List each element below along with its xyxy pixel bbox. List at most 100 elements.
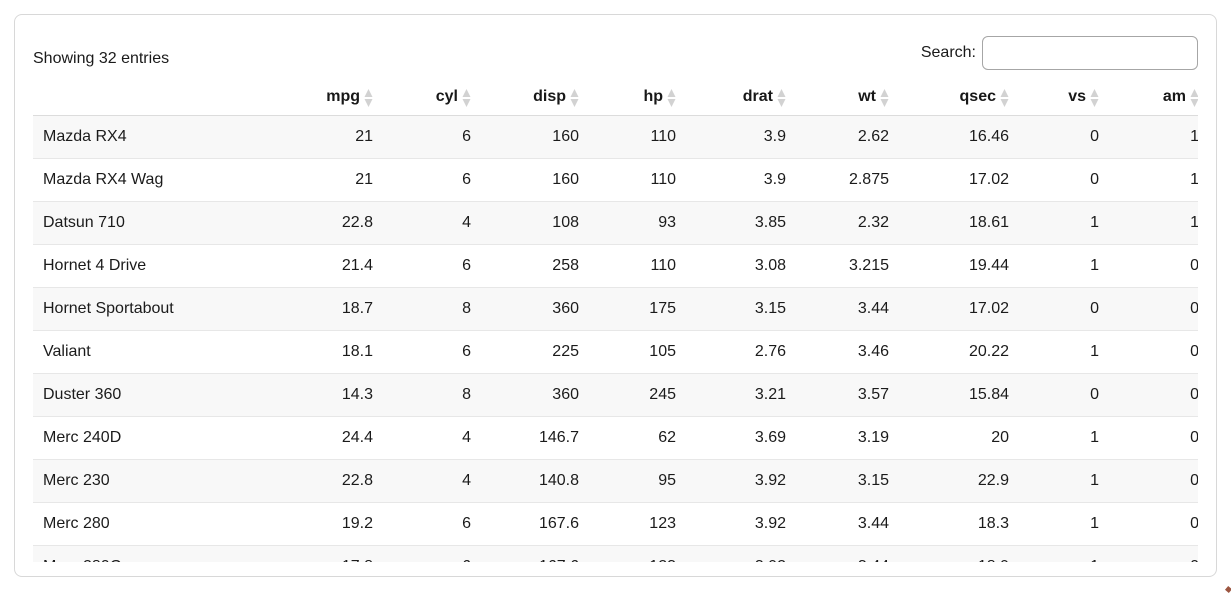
cell-value: 167.6 <box>481 545 589 562</box>
row-name: Mazda RX4 Wag <box>33 158 273 202</box>
table-card: Showing 32 entries Search: mpg cyl <box>14 14 1217 577</box>
table-toolbar: Showing 32 entries Search: <box>33 33 1198 73</box>
table-row: Hornet Sportabout 18.7 8 360 175 3.15 3.44 17.… <box>33 287 1198 331</box>
cell-value: 8 <box>383 373 481 417</box>
cell-value: 14.3 <box>273 373 383 417</box>
column-header-qsec[interactable]: qsec <box>899 73 1019 116</box>
cell-value: 20.22 <box>899 330 1019 374</box>
cell-value: 0 <box>1019 115 1109 159</box>
cell-value: 3.08 <box>686 244 796 288</box>
column-header-rowname[interactable] <box>33 73 273 116</box>
cell-value: 1 <box>1109 158 1198 202</box>
cell-value: 3.44 <box>796 545 899 562</box>
cell-value: 22.8 <box>273 201 383 245</box>
column-header-am[interactable]: am <box>1109 73 1198 116</box>
cell-value: 360 <box>481 287 589 331</box>
cell-value: 146.7 <box>481 416 589 460</box>
cell-value: 123 <box>589 502 686 546</box>
column-header-disp[interactable]: disp <box>481 73 589 116</box>
cell-value: 21 <box>273 158 383 202</box>
cell-value: 0 <box>1019 373 1109 417</box>
row-name: Datsun 710 <box>33 201 273 245</box>
cell-value: 0 <box>1109 244 1198 288</box>
cell-value: 258 <box>481 244 589 288</box>
cell-value: 93 <box>589 201 686 245</box>
cell-value: 16.46 <box>899 115 1019 159</box>
cell-value: 1 <box>1019 545 1109 562</box>
row-name: Merc 240D <box>33 416 273 460</box>
cell-value: 0 <box>1109 545 1198 562</box>
cell-value: 0 <box>1109 459 1198 503</box>
sort-unsorted-icon <box>667 89 676 107</box>
sort-unsorted-icon <box>1090 89 1099 107</box>
sort-unsorted-icon <box>462 89 471 107</box>
cell-value: 3.92 <box>686 502 796 546</box>
cell-value: 18.1 <box>273 330 383 374</box>
cell-value: 1 <box>1019 330 1109 374</box>
column-label: drat <box>742 88 773 105</box>
cell-value: 175 <box>589 287 686 331</box>
cell-value: 0 <box>1109 502 1198 546</box>
sort-unsorted-icon <box>1190 89 1198 107</box>
cell-value: 3.92 <box>686 545 796 562</box>
cell-value: 1 <box>1019 244 1109 288</box>
column-label: am <box>1162 88 1186 105</box>
row-name: Merc 230 <box>33 459 273 503</box>
cell-value: 3.9 <box>686 115 796 159</box>
cell-value: 18.9 <box>899 545 1019 562</box>
cell-value: 3.19 <box>796 416 899 460</box>
cell-value: 21.4 <box>273 244 383 288</box>
cell-value: 17.02 <box>899 287 1019 331</box>
column-header-hp[interactable]: hp <box>589 73 686 116</box>
cell-value: 167.6 <box>481 502 589 546</box>
row-name: Hornet 4 Drive <box>33 244 273 288</box>
cell-value: 1 <box>1019 416 1109 460</box>
column-header-wt[interactable]: wt <box>796 73 899 116</box>
cell-value: 6 <box>383 545 481 562</box>
cell-value: 95 <box>589 459 686 503</box>
cell-value: 19.44 <box>899 244 1019 288</box>
column-header-mpg[interactable]: mpg <box>273 73 383 116</box>
cell-value: 6 <box>383 158 481 202</box>
cell-value: 3.21 <box>686 373 796 417</box>
cell-value: 0 <box>1109 416 1198 460</box>
cell-value: 0 <box>1019 158 1109 202</box>
cell-value: 4 <box>383 416 481 460</box>
row-name: Merc 280C <box>33 545 273 562</box>
screen-corner-artifact <box>1224 585 1231 593</box>
cell-value: 160 <box>481 158 589 202</box>
cell-value: 22.8 <box>273 459 383 503</box>
cell-value: 17.02 <box>899 158 1019 202</box>
column-label: disp <box>533 88 566 105</box>
cell-value: 108 <box>481 201 589 245</box>
row-name: Merc 280 <box>33 502 273 546</box>
column-header-vs[interactable]: vs <box>1019 73 1109 116</box>
column-header-drat[interactable]: drat <box>686 73 796 116</box>
cell-value: 22.9 <box>899 459 1019 503</box>
cell-value: 21 <box>273 115 383 159</box>
table-clip-area: Showing 32 entries Search: mpg cyl <box>33 33 1198 562</box>
cell-value: 3.92 <box>686 459 796 503</box>
cell-value: 4 <box>383 459 481 503</box>
cell-value: 18.3 <box>899 502 1019 546</box>
cell-value: 17.8 <box>273 545 383 562</box>
row-name: Hornet Sportabout <box>33 287 273 331</box>
cell-value: 110 <box>589 244 686 288</box>
cell-value: 1 <box>1109 115 1198 159</box>
search-input[interactable] <box>982 36 1198 70</box>
sort-unsorted-icon <box>777 89 786 107</box>
cell-value: 19.2 <box>273 502 383 546</box>
cell-value: 225 <box>481 330 589 374</box>
cell-value: 15.84 <box>899 373 1019 417</box>
row-name: Valiant <box>33 330 273 374</box>
search-group: Search: <box>921 36 1198 70</box>
column-header-cyl[interactable]: cyl <box>383 73 481 116</box>
cell-value: 1 <box>1019 459 1109 503</box>
cell-value: 3.85 <box>686 201 796 245</box>
